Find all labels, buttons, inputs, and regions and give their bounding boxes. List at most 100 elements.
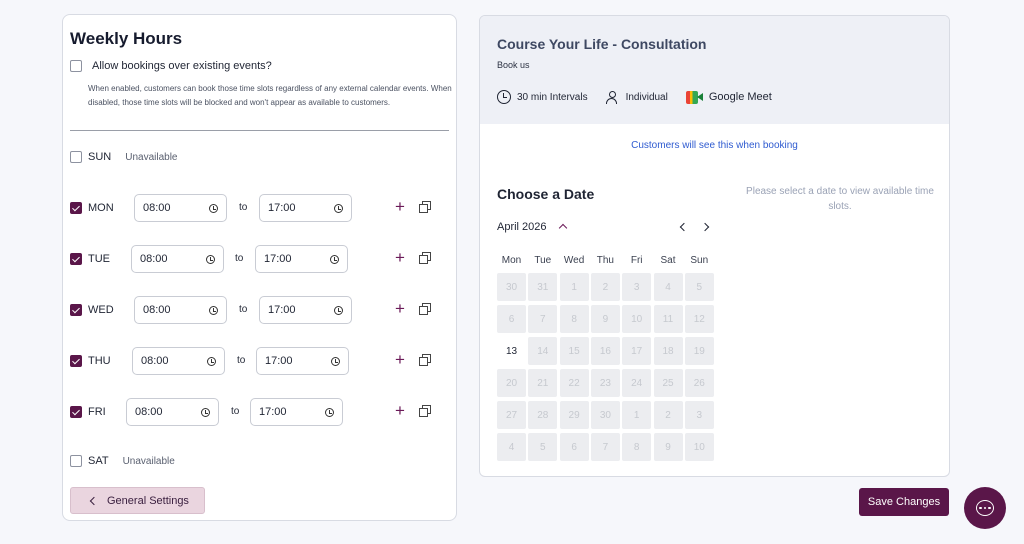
add-slot-icon[interactable]: + [395, 248, 405, 267]
weekday-label: Thu [596, 255, 614, 266]
booking-type: Individual [625, 91, 668, 103]
general-settings-button[interactable]: General Settings [70, 487, 205, 514]
weekly-hours-panel: Weekly Hours Allow bookings over existin… [62, 14, 457, 521]
calendar-day: 30 [590, 401, 620, 429]
calendar-day: 31 [528, 273, 558, 301]
add-slot-icon[interactable]: + [395, 299, 405, 318]
add-slot-icon[interactable]: + [395, 350, 405, 369]
day-row-sun: SUN Unavailable [70, 142, 178, 172]
end-time-input[interactable]: 17:00 [256, 347, 349, 375]
end-time-value: 17:00 [265, 355, 293, 367]
end-time-input[interactable]: 17:00 [255, 245, 348, 273]
add-slot-icon[interactable]: + [395, 197, 405, 216]
day-name: FRI [88, 406, 106, 418]
calendar-day: 26 [684, 369, 714, 397]
day-row-thu: THU [70, 346, 111, 376]
calendar-day: 3 [622, 273, 652, 301]
google-meet-icon [685, 90, 703, 104]
calendar-day: 10 [622, 305, 652, 333]
clock-icon [209, 305, 218, 315]
start-time-input[interactable]: 08:00 [131, 245, 224, 273]
calendar-day: 9 [653, 433, 683, 461]
end-time-input[interactable]: 17:00 [259, 296, 352, 324]
add-slot-icon[interactable]: + [395, 401, 405, 420]
day-row-wed: WED [70, 295, 114, 325]
calendar-day: 1 [622, 401, 652, 429]
calendar-day: 10 [684, 433, 714, 461]
start-time-input[interactable]: 08:00 [134, 194, 227, 222]
save-changes-button[interactable]: Save Changes [859, 488, 949, 516]
day-checkbox[interactable] [70, 455, 82, 467]
calendar-day: 7 [590, 433, 620, 461]
calendar-day: 5 [684, 273, 714, 301]
day-checkbox[interactable] [70, 151, 82, 163]
day-checkbox[interactable] [70, 406, 82, 418]
meta-row: 30 min Intervals Individual Google Meet [497, 90, 772, 104]
calendar-day: 7 [528, 305, 558, 333]
copy-icon[interactable] [419, 405, 431, 417]
copy-icon[interactable] [419, 252, 431, 264]
day-checkbox[interactable] [70, 304, 82, 316]
allow-bookings-label: Allow bookings over existing events? [92, 60, 272, 72]
calendar-day: 23 [590, 369, 620, 397]
to-label: to [237, 355, 246, 366]
day-row-tue: TUE [70, 244, 110, 274]
calendar-day: 15 [559, 337, 589, 365]
meeting-platform: Google Meet [708, 91, 772, 103]
day-checkbox[interactable] [70, 355, 82, 367]
interval-suffix: Intervals [549, 91, 588, 103]
start-time-value: 08:00 [143, 202, 171, 214]
general-settings-label: General Settings [107, 494, 189, 507]
preview-header: Course Your Life - Consultation Book us … [480, 16, 949, 124]
copy-icon[interactable] [419, 354, 431, 366]
day-name: WED [88, 304, 114, 316]
chat-button[interactable] [964, 487, 1006, 529]
clock-icon [325, 407, 334, 417]
chevron-up-icon[interactable] [558, 223, 568, 233]
calendar-day: 17 [622, 337, 652, 365]
choose-date-heading: Choose a Date [497, 186, 595, 202]
calendar-day: 24 [622, 369, 652, 397]
start-time-input[interactable]: 08:00 [132, 347, 225, 375]
start-time-input[interactable]: 08:00 [126, 398, 219, 426]
calendar-day: 25 [653, 369, 683, 397]
start-time-value: 08:00 [135, 406, 163, 418]
day-checkbox[interactable] [70, 202, 82, 214]
calendar-day: 12 [684, 305, 714, 333]
clock-icon [497, 90, 511, 104]
day-checkbox[interactable] [70, 253, 82, 265]
clock-icon [209, 203, 218, 213]
calendar-day: 6 [559, 433, 589, 461]
copy-icon[interactable] [419, 201, 431, 213]
interval-value: 30 min [517, 91, 548, 103]
copy-icon[interactable] [419, 303, 431, 315]
calendar-day: 14 [528, 337, 558, 365]
booking-preview-panel: Course Your Life - Consultation Book us … [479, 15, 950, 477]
book-us-text: Book us [497, 60, 530, 70]
month-selector[interactable]: April 2026 [497, 221, 547, 233]
calendar-day: 2 [590, 273, 620, 301]
end-time-input[interactable]: 17:00 [250, 398, 343, 426]
day-row-fri: FRI [70, 397, 106, 427]
calendar-day: 8 [559, 305, 589, 333]
next-month-icon[interactable] [700, 222, 710, 232]
calendar-day[interactable]: 13 [497, 337, 526, 365]
calendar-day: 4 [653, 273, 683, 301]
divider [70, 130, 449, 131]
allow-bookings-row[interactable]: Allow bookings over existing events? [70, 60, 272, 72]
allow-bookings-checkbox[interactable] [70, 60, 82, 72]
weekday-label: Mon [501, 255, 522, 266]
start-time-input[interactable]: 08:00 [134, 296, 227, 324]
calendar-day: 28 [528, 401, 558, 429]
chevron-left-icon [89, 496, 99, 505]
end-time-input[interactable]: 17:00 [259, 194, 352, 222]
chat-icon [976, 500, 994, 516]
day-name: SUN [88, 151, 112, 163]
previous-month-icon[interactable] [679, 222, 689, 232]
calendar-day: 29 [559, 401, 589, 429]
clock-icon [206, 254, 215, 264]
customers-note: Customers will see this when booking [631, 140, 798, 151]
clock-icon [207, 356, 216, 366]
no-date-message: Please select a date to view available t… [746, 186, 934, 212]
start-time-value: 08:00 [141, 355, 169, 367]
